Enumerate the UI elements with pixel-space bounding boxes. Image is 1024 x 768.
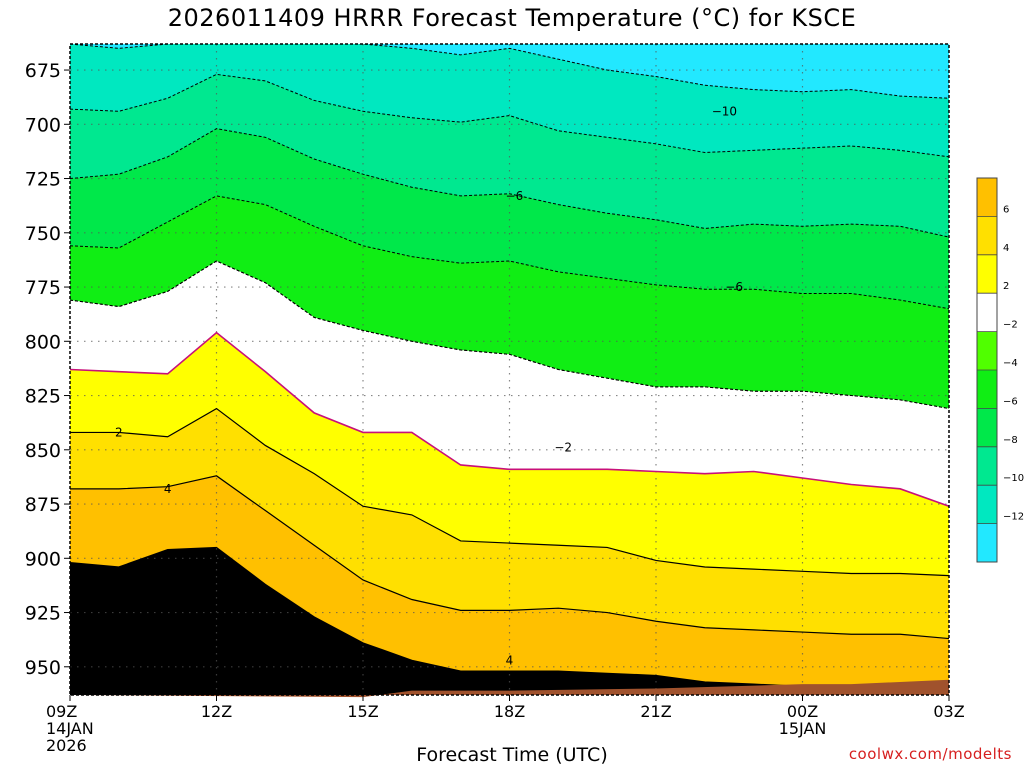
x-tick-label-0-1: 14JAN [46,719,94,738]
isotherm-layer [70,44,949,692]
colorbar-label-3: −2 [1003,320,1018,331]
y-tick-label-850: 850 [25,440,61,462]
x-tick-label-15-1: 15JAN [779,719,827,738]
y-tick-label-750: 750 [25,223,61,245]
y-tick-label-825: 825 [25,386,61,408]
isotherm-0 [70,331,949,507]
colorbar-label-8: −12 [1003,512,1024,523]
x-tick-label-12-0: 21Z [640,702,671,721]
colorbar-swatch-5 [977,370,997,409]
x-tick-label-0-2: 2026 [46,736,87,755]
contour-label-6: 4 [506,653,514,667]
isotherm--12 [70,44,949,99]
contour-label-0: −10 [712,104,737,118]
isotherm--2 [70,260,949,410]
colorbar-label-4: −4 [1003,358,1018,369]
y-tick-label-800: 800 [25,331,61,353]
y-tick-label-725: 725 [25,169,61,191]
x-tick-label-3-0: 12Z [201,702,232,721]
y-tick-label-675: 675 [25,60,61,82]
x-tick-label-0-0: 09Z [46,702,77,721]
x-tick-label-18-0: 03Z [933,702,964,721]
colorbar-label-2: 2 [1003,281,1009,292]
colorbar-swatch-7 [977,446,997,486]
y-tick-label-775: 775 [25,277,61,299]
contour-label-3: −2 [554,441,572,455]
credit-link[interactable]: coolwx.com/modelts [848,745,1012,763]
y-tick-label-950: 950 [25,657,61,679]
y-tick-label-700: 700 [25,114,61,136]
isotherm-4 [70,475,949,640]
chart-title: 2026011409 HRRR Forecast Temperature (°C… [167,4,857,32]
isotherm-2 [70,407,949,577]
x-axis-title: Forecast Time (UTC) [416,744,608,766]
colorbar-swatch-2 [977,254,997,294]
isotherm--8 [70,128,949,238]
contour-label-5: 4 [164,482,172,496]
colorbar-label-7: −10 [1003,473,1024,484]
contour-label-4: 2 [115,425,123,439]
colorbar-label-0: 6 [1003,204,1009,215]
colorbar-swatch-8 [977,485,997,525]
colorbar-swatch-9 [977,523,997,563]
x-tick-label-9-0: 18Z [494,702,525,721]
colorbar-swatch-0 [977,178,997,217]
x-tick-label-6-0: 15Z [347,702,378,721]
x-tick-label-15-0: 00Z [787,702,818,721]
colorbar-label-1: 4 [1003,243,1009,254]
band-above-6 [70,547,949,695]
colorbar-swatch-1 [977,216,997,256]
isotherm--10 [70,73,949,158]
contour-label-2: −6 [725,280,743,294]
colorbar-label-5: −6 [1003,396,1018,407]
y-tick-label-875: 875 [25,494,61,516]
surface-terrain [70,679,949,698]
y-tick-label-900: 900 [25,548,61,570]
colorbar-swatch-3 [977,293,997,333]
colorbar-swatch-4 [977,331,997,371]
colorbar-label-6: −8 [1003,435,1018,446]
colorbar-swatch-6 [977,408,997,448]
y-tick-label-925: 925 [25,603,61,625]
contour-label-1: −6 [506,189,524,203]
